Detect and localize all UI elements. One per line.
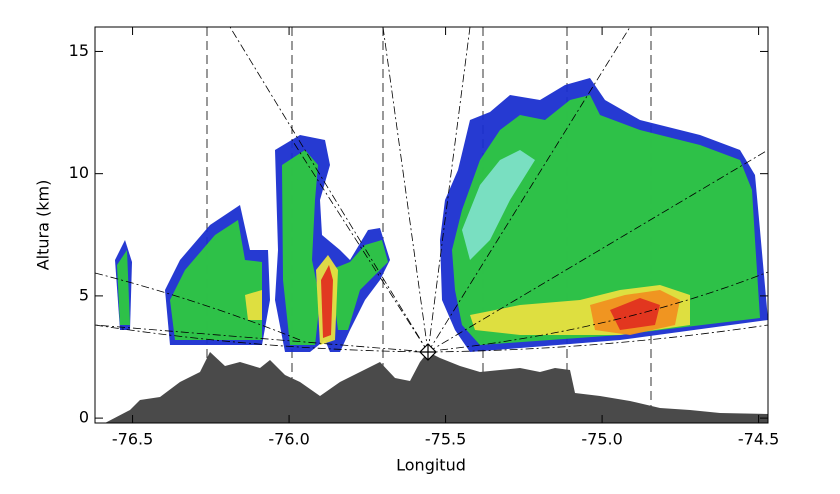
- y-tick-label: 10: [69, 163, 89, 182]
- echo: [321, 265, 333, 338]
- echo: [282, 150, 320, 345]
- echo: [170, 220, 262, 340]
- elevation-curve: [94, 272, 301, 341]
- x-tick-label: -75.0: [581, 430, 622, 449]
- echo: [330, 240, 388, 330]
- beam-ray: [427, 26, 471, 353]
- x-tick-label: -76.5: [112, 430, 153, 449]
- echo: [117, 250, 130, 325]
- beam-ray: [427, 149, 769, 353]
- beam-ray: [382, 26, 429, 353]
- radar-section: [94, 26, 769, 423]
- beam-ray: [291, 139, 429, 353]
- plot-frame: [94, 26, 769, 424]
- x-tick-label: -74.5: [738, 430, 779, 449]
- radar-site: [419, 343, 437, 361]
- echo: [462, 150, 535, 260]
- echo: [610, 298, 660, 330]
- x-axis-label: Longitud: [396, 456, 466, 475]
- beam-ray: [94, 324, 429, 353]
- x-tick-label: -76.0: [268, 430, 309, 449]
- y-tick-label: 0: [79, 408, 89, 427]
- x-tick-label: -75.5: [425, 430, 466, 449]
- elevation-curve: [439, 271, 769, 351]
- echo: [245, 290, 262, 320]
- y-tick-label: 5: [79, 285, 89, 304]
- terrain: [105, 352, 768, 423]
- y-axis-label: Altura (km): [34, 180, 53, 271]
- y-tick-label: 15: [69, 41, 89, 60]
